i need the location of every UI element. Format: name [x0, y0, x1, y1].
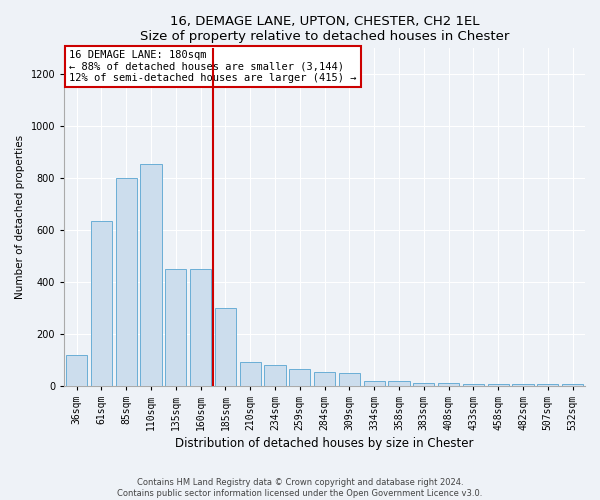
- Bar: [215, 308, 236, 386]
- Bar: [116, 178, 137, 386]
- Bar: [537, 384, 559, 386]
- Bar: [488, 384, 509, 386]
- X-axis label: Distribution of detached houses by size in Chester: Distribution of detached houses by size …: [175, 437, 474, 450]
- Bar: [190, 269, 211, 386]
- Bar: [165, 269, 187, 386]
- Bar: [438, 383, 459, 386]
- Bar: [364, 380, 385, 386]
- Bar: [463, 384, 484, 386]
- Bar: [388, 380, 410, 386]
- Title: 16, DEMAGE LANE, UPTON, CHESTER, CH2 1EL
Size of property relative to detached h: 16, DEMAGE LANE, UPTON, CHESTER, CH2 1EL…: [140, 15, 509, 43]
- Bar: [265, 365, 286, 386]
- Text: 16 DEMAGE LANE: 180sqm
← 88% of detached houses are smaller (3,144)
12% of semi-: 16 DEMAGE LANE: 180sqm ← 88% of detached…: [70, 50, 357, 83]
- Bar: [66, 354, 87, 386]
- Bar: [339, 373, 360, 386]
- Text: Contains HM Land Registry data © Crown copyright and database right 2024.
Contai: Contains HM Land Registry data © Crown c…: [118, 478, 482, 498]
- Bar: [314, 372, 335, 386]
- Bar: [413, 383, 434, 386]
- Bar: [239, 362, 261, 386]
- Bar: [91, 221, 112, 386]
- Bar: [289, 369, 310, 386]
- Bar: [140, 164, 161, 386]
- Bar: [562, 384, 583, 386]
- Y-axis label: Number of detached properties: Number of detached properties: [15, 135, 25, 299]
- Bar: [512, 384, 533, 386]
